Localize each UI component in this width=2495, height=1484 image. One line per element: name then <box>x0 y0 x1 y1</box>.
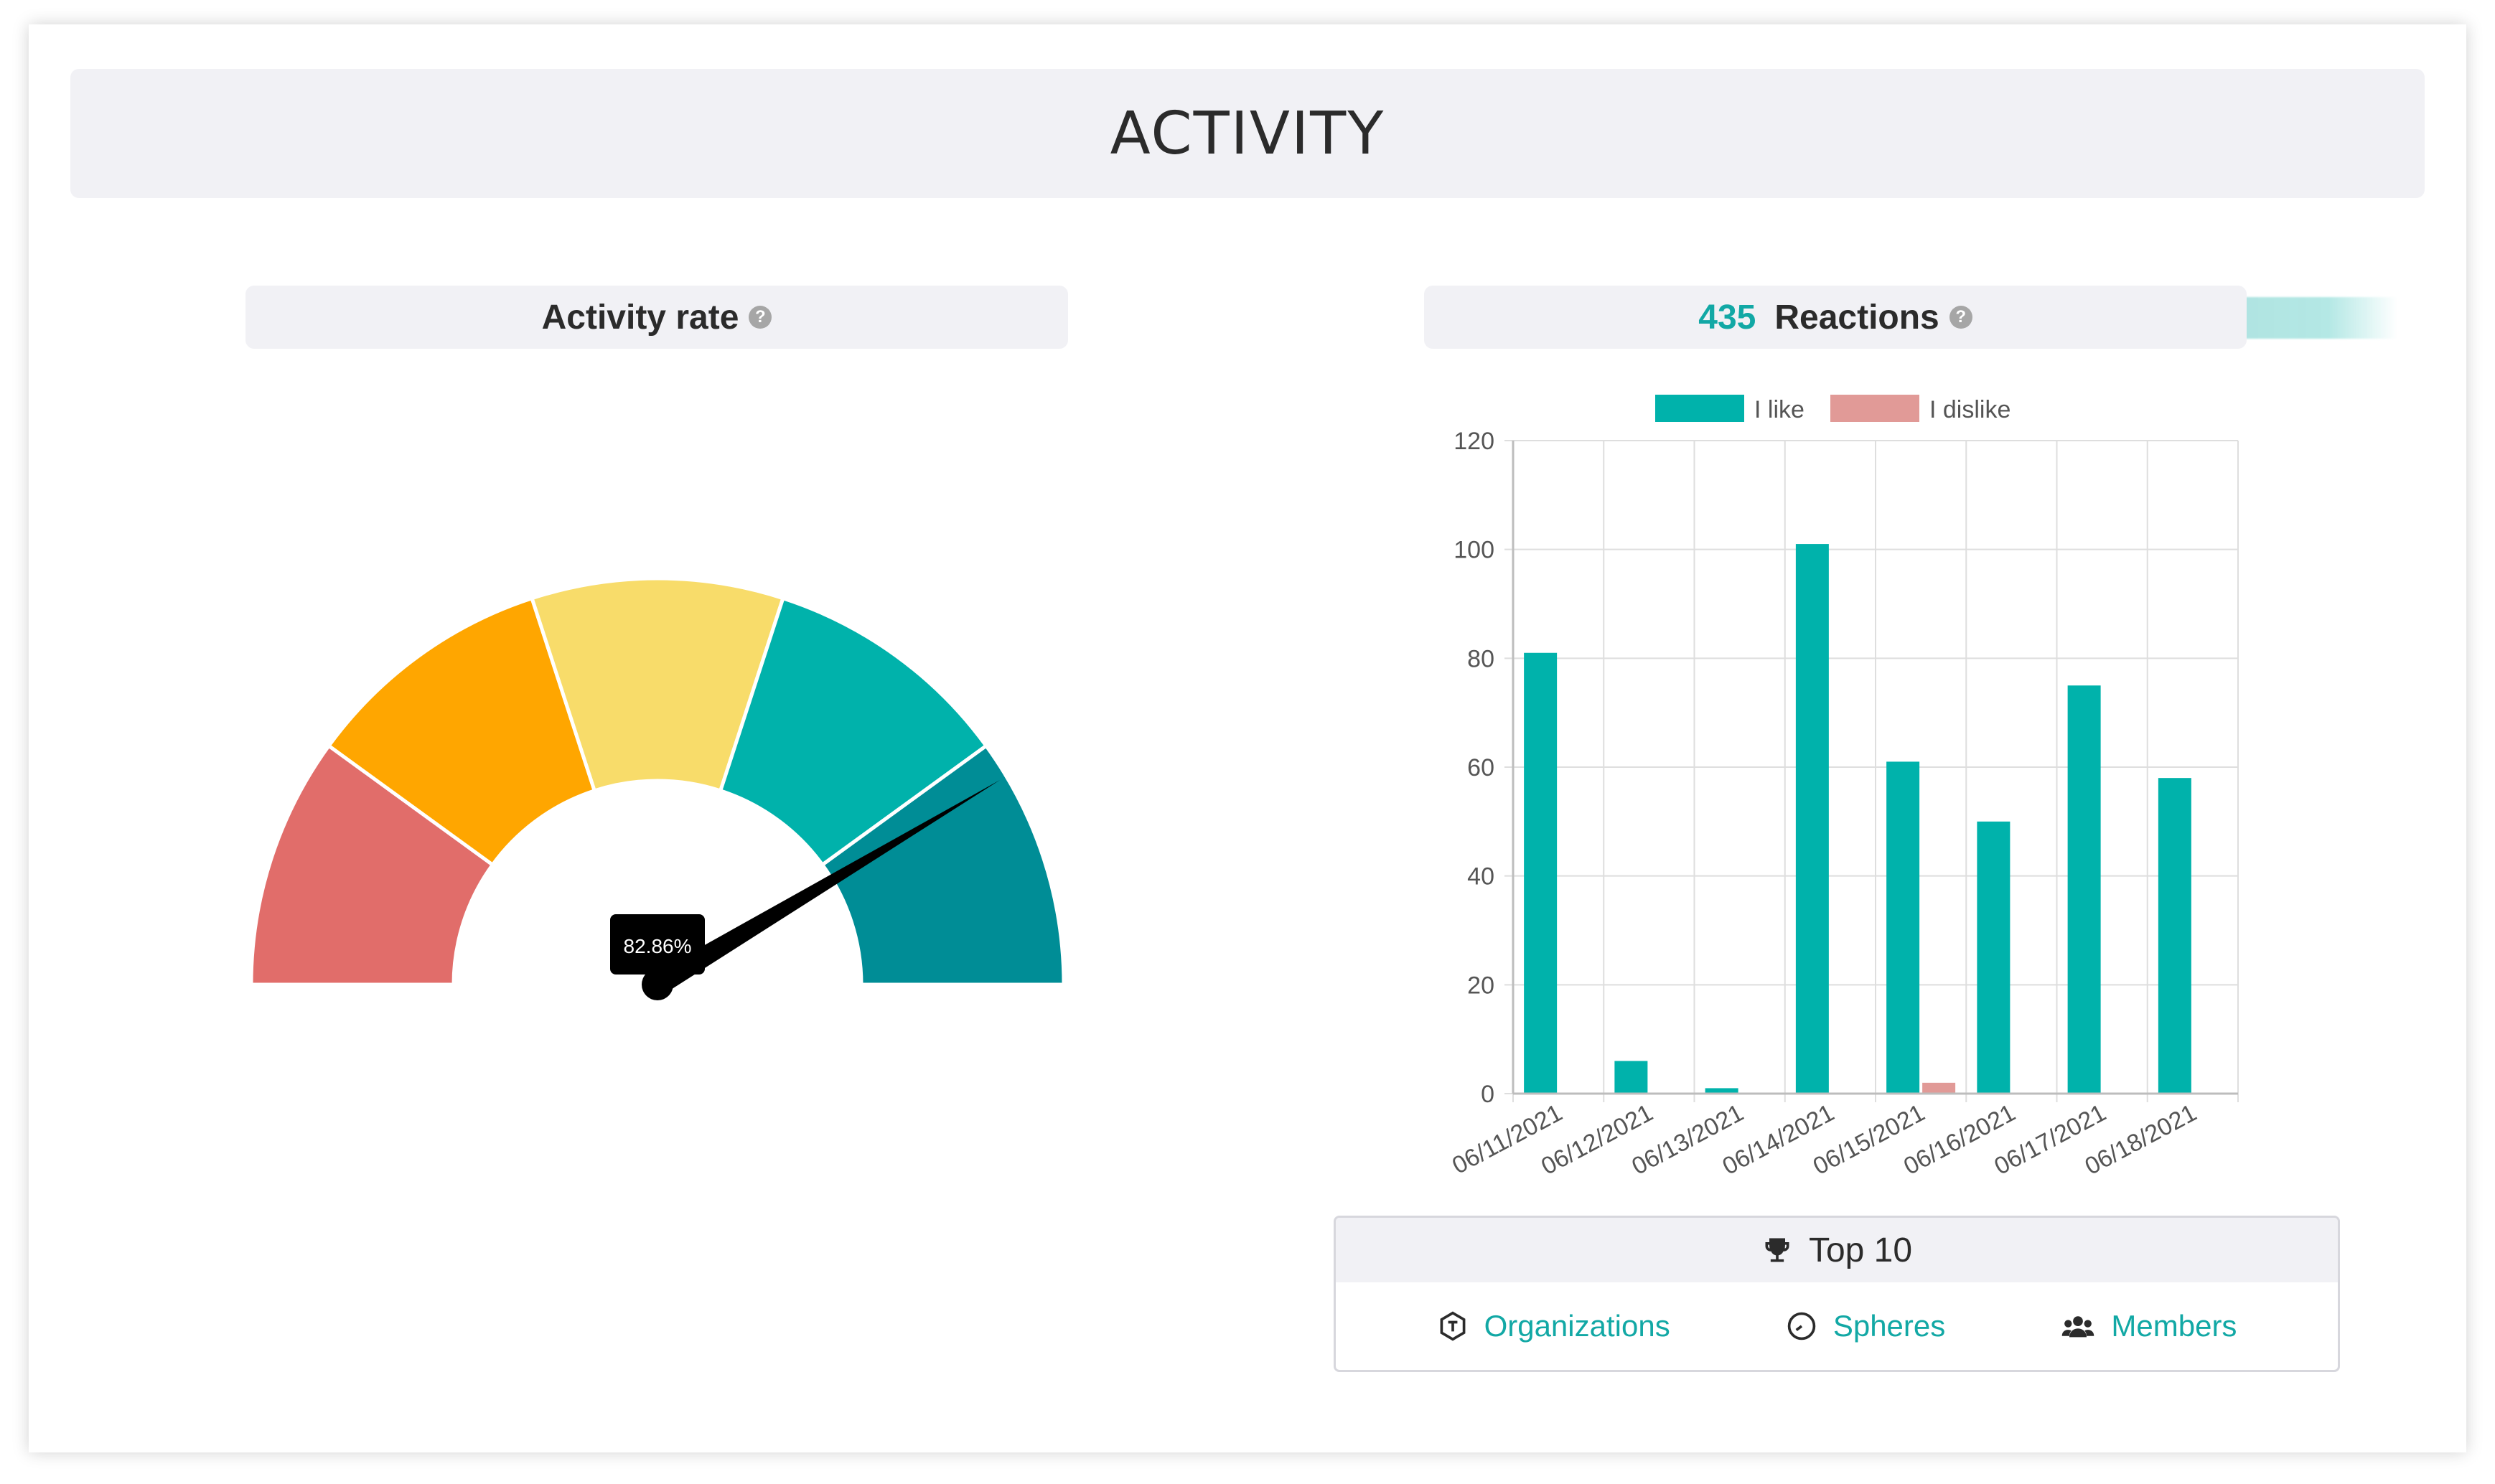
question-circle-icon[interactable]: ? <box>749 306 772 329</box>
gauge-value-tooltip: 82.86% <box>610 914 705 975</box>
bar-like[interactable] <box>1614 1061 1648 1094</box>
bar-like[interactable] <box>1795 544 1829 1094</box>
reactions-count: 435 <box>1698 298 1756 337</box>
organizations-label: Organizations <box>1484 1309 1670 1343</box>
y-tick-label: 80 <box>1467 645 1494 672</box>
members-label: Members <box>2111 1309 2237 1343</box>
gauge-needle <box>651 779 1001 995</box>
gauge-segment <box>718 596 989 868</box>
bar-like[interactable] <box>1886 761 1920 1094</box>
section-title: ACTIVITY <box>1110 99 1385 168</box>
bar-like[interactable] <box>1977 821 2010 1094</box>
activity-rate-header: Activity rate ? <box>245 286 1068 349</box>
members-link[interactable]: Members <box>2061 1309 2237 1343</box>
legend-label[interactable]: I dislike <box>1929 396 2010 423</box>
y-tick-label: 40 <box>1467 863 1494 891</box>
legend-swatch[interactable] <box>1830 395 1919 422</box>
activity-gauge: 82.86% <box>249 576 1066 1000</box>
reactions-title: Reactions <box>1774 298 1939 337</box>
section-header: ACTIVITY <box>70 69 2425 198</box>
gauge-segment <box>249 743 495 987</box>
question-circle-icon[interactable]: ? <box>1949 306 1972 329</box>
members-group-icon <box>2062 1316 2094 1338</box>
organization-hexagon-icon <box>1440 1311 1465 1341</box>
legend-label[interactable]: I like <box>1754 396 1804 423</box>
top10-header: Top 10 <box>1336 1218 2338 1282</box>
top10-links: Organizations Spheres Members <box>1336 1282 2338 1370</box>
gauge-segment <box>529 576 786 794</box>
top10-panel: Top 10 Organizations Spheres <box>1334 1216 2340 1372</box>
bar-like[interactable] <box>2158 778 2191 1094</box>
y-tick-label: 100 <box>1454 537 1494 564</box>
reactions-header: 435 Reactions ? <box>1424 286 2247 349</box>
bar-like[interactable] <box>2067 685 2101 1094</box>
legend-swatch[interactable] <box>1655 395 1744 422</box>
organizations-link[interactable]: Organizations <box>1437 1309 1670 1343</box>
y-tick-label: 20 <box>1467 972 1494 999</box>
activity-rate-title: Activity rate <box>541 298 739 337</box>
spheres-link[interactable]: Spheres <box>1786 1309 1945 1343</box>
top10-title: Top 10 <box>1808 1231 1913 1269</box>
gauge-segment <box>326 596 597 868</box>
y-tick-label: 0 <box>1481 1081 1494 1108</box>
y-tick-label: 60 <box>1467 754 1494 781</box>
bar-like[interactable] <box>1524 652 1558 1094</box>
spheres-label: Spheres <box>1832 1309 1946 1343</box>
sphere-clock-icon <box>1787 1312 1816 1340</box>
y-tick-label: 120 <box>1454 428 1494 455</box>
reactions-bar-chart: I like I dislike 02040608010012006/11/202… <box>1448 395 2239 1180</box>
trophy-icon <box>1761 1234 1793 1266</box>
bar-dislike[interactable] <box>1922 1082 1956 1094</box>
bar-like[interactable] <box>1705 1088 1738 1094</box>
gauge-value-label: 82.86% <box>624 935 692 957</box>
gauge-needle-hub <box>642 969 673 1000</box>
gauge-segment <box>820 743 1066 987</box>
